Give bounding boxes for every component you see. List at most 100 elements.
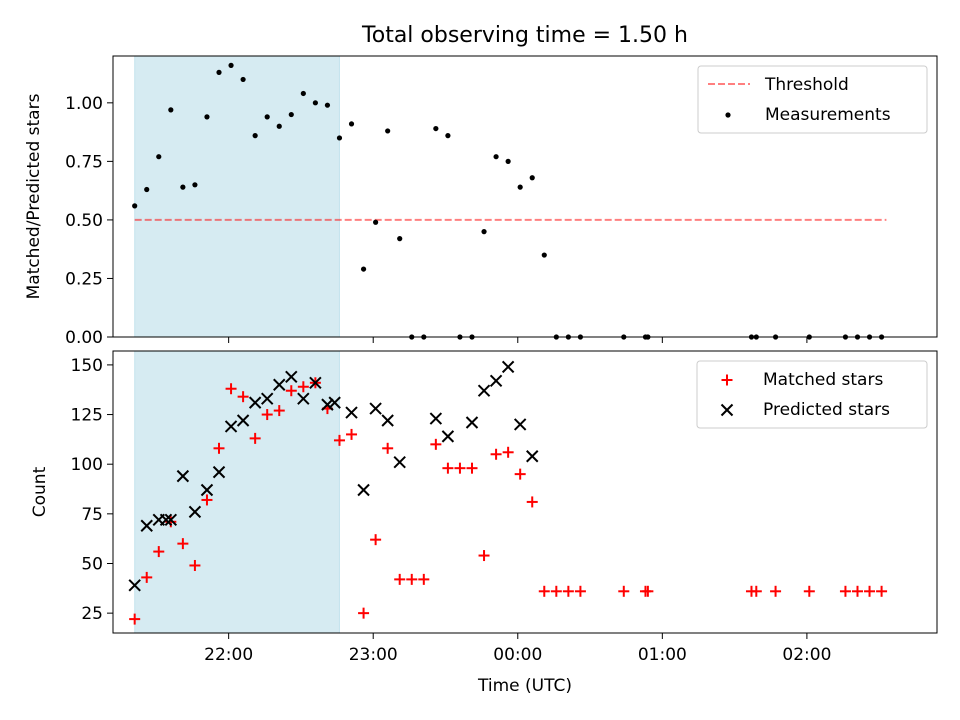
measurement-point	[397, 236, 403, 242]
predicted-star-point	[393, 456, 406, 469]
predicted-star-point	[513, 418, 527, 431]
bottom-x-axis-ticks: 22:00 23:00 00:00 01:00 02:00	[204, 633, 831, 665]
matched-star-point	[490, 448, 502, 460]
legend-predicted-swatch	[720, 403, 734, 417]
predicted-star-point	[345, 406, 358, 419]
predicted-star-point	[260, 392, 274, 405]
predicted-star-point	[140, 519, 153, 532]
plus-marker-swatch	[721, 374, 733, 386]
measurement-point	[228, 62, 234, 68]
matched-star-point	[454, 462, 466, 474]
predicted-star-point	[441, 430, 455, 443]
predicted-star-point	[357, 483, 370, 497]
matched-star-point	[358, 607, 370, 619]
top-legend-box	[697, 65, 928, 134]
matched-star-point	[876, 585, 888, 597]
y-tick-label: 50	[81, 554, 103, 574]
predicted-star-point	[188, 505, 202, 519]
matched-star-point	[261, 409, 273, 421]
measurement-point	[180, 184, 186, 190]
legend-measurements-swatch	[725, 112, 731, 118]
matched-star-point	[418, 573, 430, 585]
matched-star-point	[538, 585, 550, 597]
matched-star-point	[466, 462, 478, 474]
matched-star-point	[394, 573, 406, 585]
matched-star-point	[550, 585, 562, 597]
measurement-point	[204, 114, 210, 120]
top-plot-frame	[112, 55, 938, 338]
measurement-point	[300, 90, 306, 97]
measurement-point	[385, 128, 391, 134]
matched-star-point	[478, 550, 490, 562]
matched-star-point	[642, 585, 654, 597]
measurement-point	[373, 219, 379, 225]
measurement-point	[324, 102, 331, 108]
bottom-legend: Matched stars Predicted stars	[696, 360, 928, 429]
predicted-star-point	[159, 513, 173, 527]
y-tick-label: 0.50	[65, 211, 103, 231]
matched-star-point	[189, 559, 201, 571]
observing-span	[134, 55, 340, 338]
measurement-point	[216, 69, 222, 75]
x-marker-swatch	[720, 403, 734, 417]
bottom-plot-frame	[112, 350, 938, 634]
matched-star-point	[273, 405, 285, 417]
top-legend: Threshold Measurements	[697, 65, 928, 134]
matched-star-point	[237, 391, 249, 403]
measurement-point	[517, 184, 523, 190]
predicted-star-point	[128, 579, 141, 592]
top-x-axis-ticks	[228, 337, 808, 343]
bottom-panel: 25 50 75 100 125 150 22:00 23:00 00:00 01:00 02:0…	[30, 350, 938, 696]
bottom-y-axis-label: Count	[30, 466, 50, 517]
matched-star-point	[839, 585, 851, 597]
legend-matched-label: Matched stars	[763, 370, 883, 390]
x-tick-label: 02:00	[782, 645, 831, 665]
matched-star-point	[514, 468, 526, 480]
predicted-star-point	[526, 450, 539, 463]
matched-star-point	[201, 494, 213, 506]
matched-stars-points	[129, 377, 888, 625]
matched-star-point	[562, 585, 574, 597]
matched-star-point	[297, 381, 309, 393]
measurement-point	[529, 175, 535, 181]
matched-star-point	[442, 462, 454, 474]
predicted-star-point	[200, 483, 214, 497]
matched-star-point	[285, 385, 297, 397]
measurement-point	[288, 111, 294, 118]
predicted-star-point	[176, 469, 190, 483]
measurement-point	[336, 135, 343, 141]
matched-star-point	[382, 442, 394, 454]
measurement-point	[541, 252, 547, 258]
matched-star-point	[864, 585, 876, 597]
predicted-star-point	[501, 360, 515, 374]
predicted-star-point	[285, 370, 298, 384]
predicted-star-point	[381, 414, 394, 427]
predicted-star-point	[477, 384, 491, 397]
predicted-star-point	[328, 396, 341, 409]
matched-star-point	[803, 585, 815, 597]
matched-star-point	[129, 613, 141, 625]
measurement-point	[433, 125, 439, 132]
y-tick-label: 1.00	[65, 94, 103, 114]
matched-star-point	[770, 585, 782, 597]
predicted-star-point	[321, 398, 334, 411]
y-tick-label: 150	[71, 356, 103, 376]
measurement-point	[132, 203, 138, 209]
legend-threshold-label: Threshold	[764, 75, 849, 95]
measurement-point	[252, 133, 258, 139]
chart-title: Total observing time = 1.50 h	[361, 23, 688, 48]
x-tick-label: 01:00	[638, 645, 687, 665]
matched-star-point	[618, 585, 630, 597]
measurement-point	[192, 182, 198, 188]
legend-measurements-label: Measurements	[765, 105, 891, 125]
predicted-star-point	[212, 465, 226, 479]
measurement-point	[264, 114, 270, 120]
y-tick-label: 125	[71, 406, 103, 426]
x-axis-label: Time (UTC)	[477, 676, 572, 696]
y-tick-label: 0.75	[65, 152, 103, 172]
bottom-y-axis-ticks: 25 50 75 100 125 150	[71, 356, 113, 624]
matched-star-point	[370, 534, 382, 546]
matched-star-point	[526, 496, 538, 508]
matched-star-point	[249, 432, 261, 444]
predicted-star-point	[369, 402, 382, 415]
